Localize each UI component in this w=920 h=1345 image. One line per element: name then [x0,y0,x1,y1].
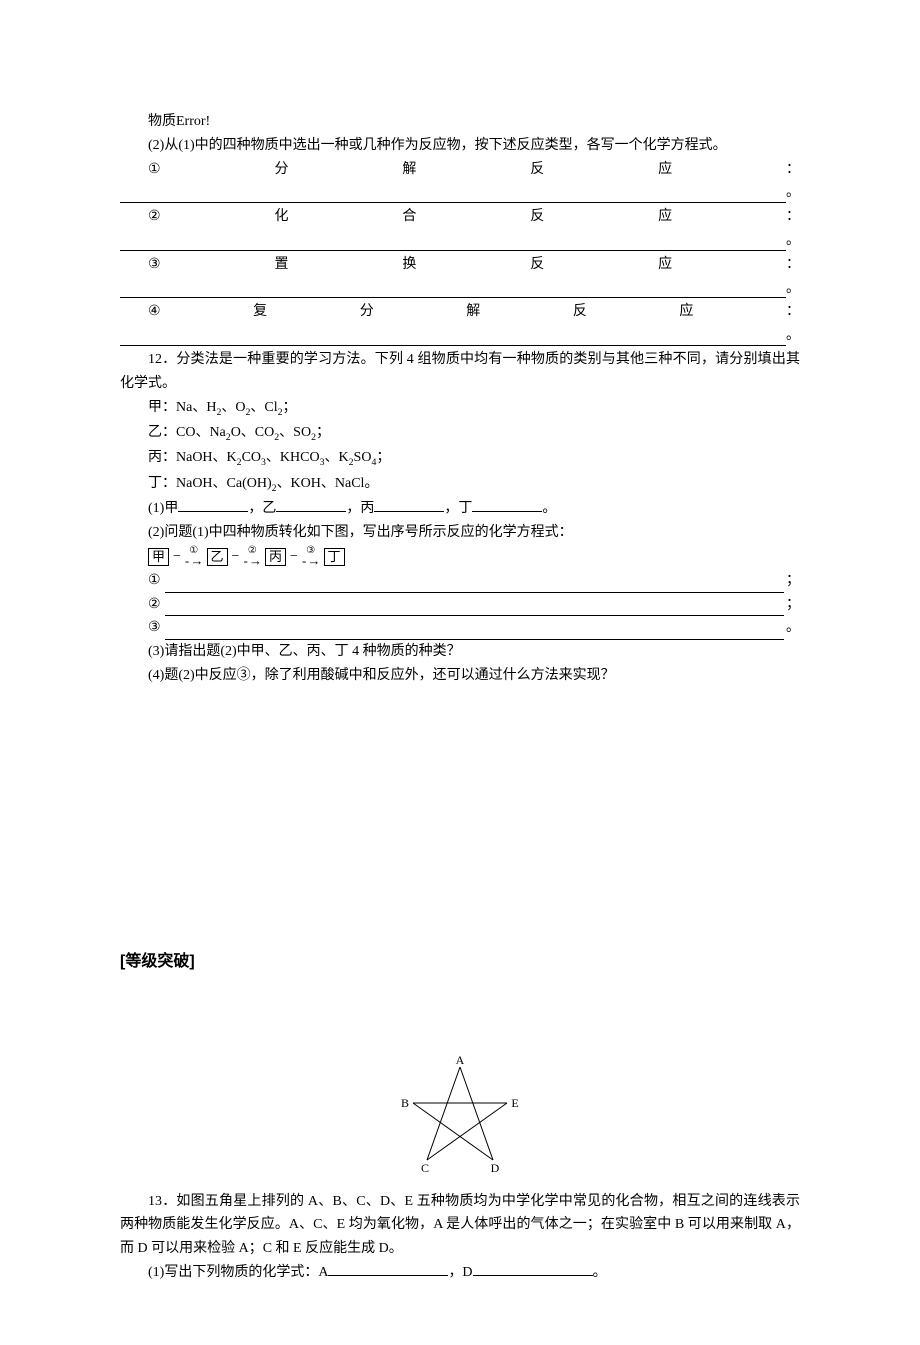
chain-dash: − [232,545,240,569]
error-text: Error! [176,114,210,129]
answer-blank[interactable] [178,497,248,512]
punct: 。 [786,229,800,253]
punct: 。 [786,181,800,205]
chain-arrow-1: ①- → [185,546,203,567]
reaction-num: ③ [148,253,161,277]
reaction-colon: ： [786,205,800,229]
reaction-colon: ： [786,253,800,277]
punct: 。 [786,277,800,301]
fill-sep: ，丙 [346,501,374,516]
reaction-char: 化 [274,205,288,229]
star-label-a: A [456,1055,465,1067]
answer-blank[interactable] [120,185,786,203]
answer-blank[interactable] [374,497,444,512]
reaction-chain: 甲 − ①- → 乙 − ②- → 丙 − ③- → 丁 [148,545,800,569]
star-label-b: B [401,1096,409,1110]
eq-label-3: ③ [148,616,161,640]
answer-blank[interactable] [276,497,346,512]
answer-blank[interactable] [120,328,786,346]
answer-blank[interactable] [328,1261,448,1276]
answer-blank[interactable] [473,1261,593,1276]
punct: 。 [786,616,800,640]
reaction-char: 反 [530,253,544,277]
star-label-d: D [491,1161,500,1175]
reaction-char: 复 [253,300,267,324]
reaction-row-1: ① 分 解 反 应 ： [120,158,800,182]
punct: ； [786,569,800,593]
q12-fill1: (1)甲 ，乙 ，丙 ，丁 。 [120,497,800,521]
reaction-num: ① [148,158,161,182]
star-label-e: E [511,1096,518,1110]
q12-p2: (2)问题(1)中四种物质转化如下图，写出序号所示反应的化学方程式： [120,521,800,545]
answer-blank[interactable] [472,497,542,512]
reaction-row-4: ④ 复 分 解 反 应 ： [120,300,800,324]
fill-label: (1)写出下列物质的化学式：A [148,1265,328,1280]
reaction-char: 应 [658,158,672,182]
fill-sep: ，乙 [248,501,276,516]
reaction-num: ② [148,205,161,229]
reaction-row-2: ② 化 合 反 应 ： [120,205,800,229]
q13-para: 13．如图五角星上排列的 A、B、C、D、E 五种物质均为中学化学中常见的化合物… [120,1190,800,1261]
answer-blank[interactable] [165,625,784,640]
reaction-char: 置 [274,253,288,277]
reaction-char: 合 [402,205,416,229]
answer-blank[interactable] [165,578,784,593]
fill-sep: ，D [448,1265,472,1280]
reaction-char: 解 [466,300,480,324]
reaction-num: ④ [148,300,161,324]
q12-p3: (3)请指出题(2)中甲、乙、丙、丁 4 种物质的种类？ [120,640,800,664]
eq-label-1: ① [148,569,161,593]
q12-group-ding: 丁：NaOH、Ca(OH)2、KOH、NaCl。 [120,472,800,497]
fill-end: 。 [593,1265,607,1280]
reaction-colon: ： [786,158,800,182]
chain-dash: − [173,545,181,569]
fill-label: (1)甲 [148,501,178,516]
pentagram-diagram: A B E C D [385,1055,535,1175]
reaction-char: 反 [530,158,544,182]
reaction-char: 反 [573,300,587,324]
fill-sep: ，丁 [444,501,472,516]
chain-node-jia: 甲 [148,548,169,566]
fill-end: 。 [542,501,556,516]
reaction-char: 应 [658,253,672,277]
chain-node-yi: 乙 [207,548,228,566]
reaction-colon: ： [786,300,800,324]
star-label-c: C [421,1161,429,1175]
q13-fill: (1)写出下列物质的化学式：A ，D 。 [120,1261,800,1285]
section-heading: [等级突破] [120,948,800,975]
answer-blank[interactable] [120,233,786,251]
reaction-char: 应 [658,205,672,229]
punct: 。 [786,324,800,348]
reaction-char: 解 [402,158,416,182]
punct: ； [786,593,800,617]
chain-arrow-2: ②- → [243,546,261,567]
reaction-row-3: ③ 置 换 反 应 ： [120,253,800,277]
chain-dash: − [290,545,298,569]
reaction-char: 分 [274,158,288,182]
answer-blank[interactable] [120,281,786,299]
eq-label-2: ② [148,593,161,617]
chain-node-bing: 丙 [265,548,286,566]
reaction-char: 换 [402,253,416,277]
chain-arrow-3: ③- → [302,546,320,567]
q12-group-jia: 甲：Na、H2、O2、Cl2； [120,396,800,421]
reaction-char: 反 [530,205,544,229]
reaction-char: 应 [679,300,693,324]
q12-group-bing: 丙：NaOH、K2CO3、KHCO3、K2SO4； [120,446,800,471]
q12-p4: (4)题(2)中反应③，除了利用酸碱中和反应外，还可以通过什么方法来实现？ [120,664,800,688]
reaction-char: 分 [360,300,374,324]
error-prefix: 物质 [148,114,176,129]
chain-node-ding: 丁 [324,548,345,566]
q12-group-yi: 乙：CO、Na2O、CO2、SO2； [120,421,800,446]
answer-blank[interactable] [165,601,784,616]
q-sub2-intro: (2)从(1)中的四种物质中选出一种或几种作为反应物，按下述反应类型，各写一个化… [120,134,800,158]
q12-intro: 12．分类法是一种重要的学习方法。下列 4 组物质中均有一种物质的类别与其他三种… [120,348,800,396]
